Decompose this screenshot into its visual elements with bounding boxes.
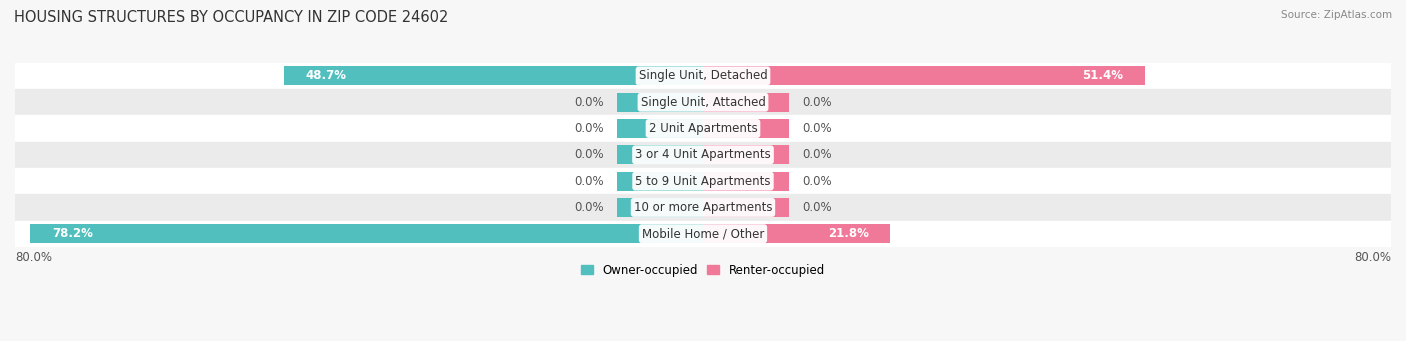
Bar xyxy=(703,172,789,191)
Text: 80.0%: 80.0% xyxy=(1354,251,1391,264)
Text: 21.8%: 21.8% xyxy=(828,227,869,240)
Text: HOUSING STRUCTURES BY OCCUPANCY IN ZIP CODE 24602: HOUSING STRUCTURES BY OCCUPANCY IN ZIP C… xyxy=(14,10,449,25)
Text: Source: ZipAtlas.com: Source: ZipAtlas.com xyxy=(1281,10,1392,20)
Text: 2 Unit Apartments: 2 Unit Apartments xyxy=(648,122,758,135)
Legend: Owner-occupied, Renter-occupied: Owner-occupied, Renter-occupied xyxy=(576,259,830,281)
Text: Mobile Home / Other: Mobile Home / Other xyxy=(641,227,765,240)
Text: 0.0%: 0.0% xyxy=(801,96,831,109)
Bar xyxy=(31,224,703,243)
Text: 0.0%: 0.0% xyxy=(575,201,605,214)
Bar xyxy=(15,142,1391,168)
Bar xyxy=(15,115,1391,142)
Bar xyxy=(15,63,1391,89)
Bar xyxy=(703,224,890,243)
Text: Single Unit, Attached: Single Unit, Attached xyxy=(641,96,765,109)
Bar xyxy=(617,145,703,164)
Bar xyxy=(617,172,703,191)
Text: 0.0%: 0.0% xyxy=(801,201,831,214)
Text: 0.0%: 0.0% xyxy=(575,122,605,135)
Bar xyxy=(15,221,1391,247)
Bar xyxy=(703,119,789,138)
Bar xyxy=(703,93,789,112)
Bar xyxy=(703,198,789,217)
Text: 0.0%: 0.0% xyxy=(801,148,831,161)
Text: 78.2%: 78.2% xyxy=(52,227,93,240)
Bar xyxy=(15,194,1391,221)
Bar xyxy=(703,145,789,164)
Text: 0.0%: 0.0% xyxy=(801,175,831,188)
Text: 0.0%: 0.0% xyxy=(801,122,831,135)
Text: 3 or 4 Unit Apartments: 3 or 4 Unit Apartments xyxy=(636,148,770,161)
Text: 48.7%: 48.7% xyxy=(305,69,347,83)
Text: Single Unit, Detached: Single Unit, Detached xyxy=(638,69,768,83)
Text: 0.0%: 0.0% xyxy=(575,96,605,109)
Text: 51.4%: 51.4% xyxy=(1083,69,1123,83)
Bar xyxy=(617,198,703,217)
Text: 10 or more Apartments: 10 or more Apartments xyxy=(634,201,772,214)
Bar xyxy=(15,89,1391,115)
Text: 80.0%: 80.0% xyxy=(15,251,52,264)
Text: 5 to 9 Unit Apartments: 5 to 9 Unit Apartments xyxy=(636,175,770,188)
Bar xyxy=(617,93,703,112)
Bar xyxy=(617,119,703,138)
Text: 0.0%: 0.0% xyxy=(575,175,605,188)
Text: 0.0%: 0.0% xyxy=(575,148,605,161)
Bar xyxy=(703,66,1144,85)
Bar xyxy=(15,168,1391,194)
Bar xyxy=(284,66,703,85)
